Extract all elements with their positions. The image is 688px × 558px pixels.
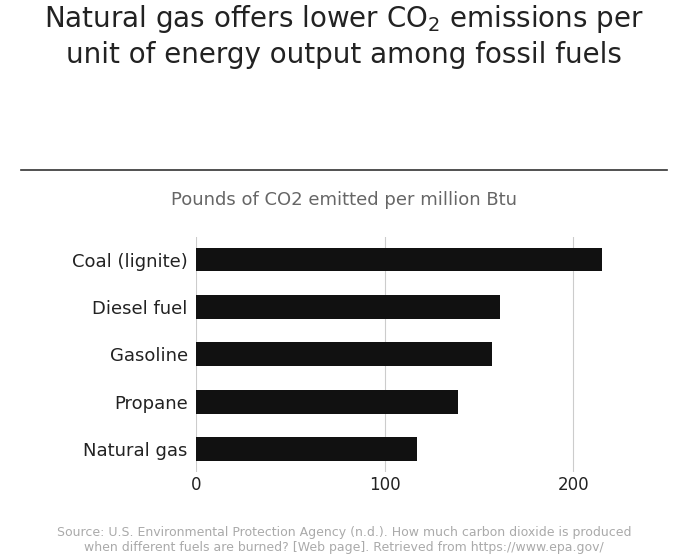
Bar bbox=[196, 437, 417, 461]
Text: Source: U.S. Environmental Protection Agency (n.d.). How much carbon dioxide is : Source: U.S. Environmental Protection Ag… bbox=[56, 526, 632, 554]
Text: Natural gas offers lower CO$_2$ emissions per
unit of energy output among fossil: Natural gas offers lower CO$_2$ emission… bbox=[44, 3, 644, 69]
Bar bbox=[196, 248, 602, 272]
Text: Pounds of CO2 emitted per million Btu: Pounds of CO2 emitted per million Btu bbox=[171, 191, 517, 209]
Bar bbox=[196, 343, 493, 366]
Bar bbox=[196, 390, 458, 413]
Bar bbox=[196, 295, 500, 319]
